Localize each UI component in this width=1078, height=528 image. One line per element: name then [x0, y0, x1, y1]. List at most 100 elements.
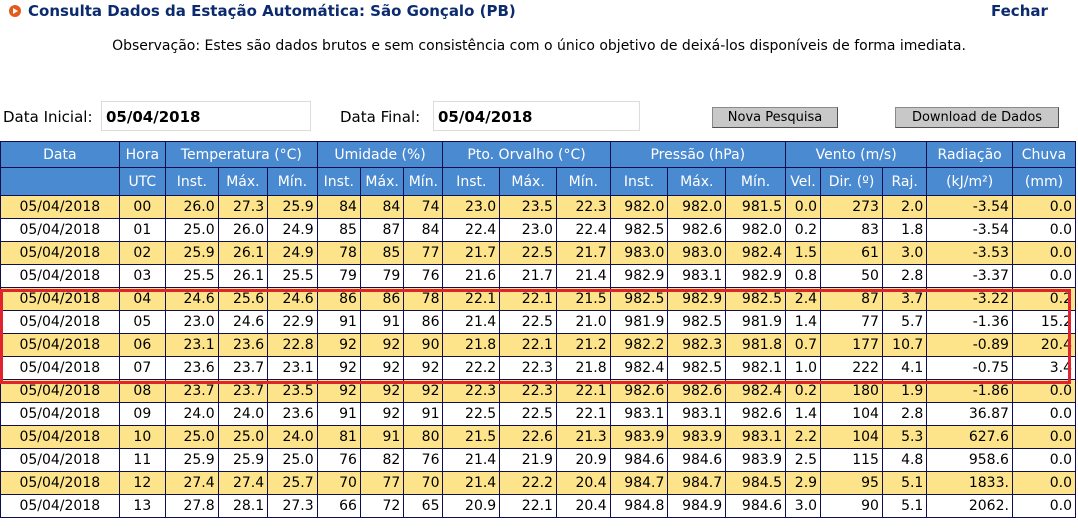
- table-cell: -3.54: [926, 195, 1013, 219]
- table-cell: 25.0: [217, 425, 269, 449]
- table-cell: 91: [403, 402, 444, 426]
- table-cell: 22.4: [442, 218, 501, 242]
- table-cell: 0.0: [1011, 494, 1077, 518]
- table-cell: 1.0: [784, 356, 822, 380]
- table-cell: 983.1: [667, 402, 727, 426]
- table-cell: 79: [316, 264, 361, 288]
- table-cell: 05/04/2018: [0, 425, 120, 449]
- table-cell: 0.0: [1011, 195, 1077, 219]
- table-cell: 24.0: [165, 402, 219, 426]
- table-cell: 982.2: [609, 333, 669, 357]
- table-cell: 22.9: [267, 310, 318, 334]
- table-cell: 984.7: [667, 471, 727, 495]
- end-date-field[interactable]: 05/04/2018: [433, 101, 640, 131]
- table-cell: 91: [359, 310, 405, 334]
- table-row: 05/04/2018 12 27.4 27.4 25.7 70 77 70 21.4 22.2 20…: [0, 471, 1077, 495]
- table-row: 05/04/2018 02 25.9 26.1 24.9 78 85 77 21.7 22.5 21…: [0, 241, 1077, 265]
- table-cell: 25.5: [267, 264, 318, 288]
- table-cell: 982.5: [609, 218, 669, 242]
- table-cell: 28.1: [217, 494, 269, 518]
- close-link[interactable]: Fechar: [991, 2, 1048, 20]
- table-cell: 0.8: [784, 264, 822, 288]
- table-cell: -3.53: [926, 241, 1013, 265]
- start-date-field[interactable]: 05/04/2018: [101, 101, 311, 131]
- table-cell: 25.9: [267, 195, 318, 219]
- table-cell: 177: [820, 333, 883, 357]
- table-cell: 86: [403, 310, 444, 334]
- table-cell: 982.4: [725, 241, 786, 265]
- table-cell: 22.3: [442, 379, 501, 403]
- table-cell: 92: [359, 402, 405, 426]
- table-cell: 23.6: [217, 333, 269, 357]
- table-cell: 984.8: [609, 494, 669, 518]
- table-cell: 20.4: [1011, 333, 1077, 357]
- table-cell: 21.4: [442, 448, 501, 472]
- table-cell: 982.6: [667, 218, 727, 242]
- table-cell: 3.4: [1011, 356, 1077, 380]
- table-cell: 27.3: [217, 195, 269, 219]
- table-cell: 95: [820, 471, 883, 495]
- table-cell: 104: [820, 425, 883, 449]
- header-pto-orvalho: Pto. Orvalho (°C): [442, 141, 611, 168]
- table-cell: 5.1: [881, 471, 928, 495]
- sub-header-cell: Mín.: [267, 167, 318, 196]
- sub-header-cell: Inst.: [165, 167, 219, 196]
- table-cell: 982.5: [725, 287, 786, 311]
- table-cell: 4.1: [881, 356, 928, 380]
- table-cell: 0.7: [784, 333, 822, 357]
- table-cell: 27.4: [217, 471, 269, 495]
- table-cell: 983.9: [725, 448, 786, 472]
- table-cell: 2062.: [926, 494, 1013, 518]
- sub-header-cell: Máx.: [217, 167, 269, 196]
- table-cell: 982.5: [667, 310, 727, 334]
- table-cell: 92: [359, 379, 405, 403]
- table-cell: 03: [118, 264, 167, 288]
- table-cell: 05/04/2018: [0, 195, 120, 219]
- table-cell: 76: [403, 264, 444, 288]
- table-cell: 22.4: [555, 218, 611, 242]
- table-cell: 22.6: [499, 425, 557, 449]
- table-cell: 21.4: [555, 264, 611, 288]
- table-cell: 982.0: [667, 195, 727, 219]
- table-cell: 984.6: [609, 448, 669, 472]
- table-cell: 2.9: [784, 471, 822, 495]
- download-data-button[interactable]: Download de Dados: [895, 107, 1059, 128]
- table-cell: 00: [118, 195, 167, 219]
- sub-header-cell: Inst.: [609, 167, 669, 196]
- table-cell: 05/04/2018: [0, 287, 120, 311]
- table-cell: 25.0: [165, 218, 219, 242]
- table-cell: 25.0: [267, 448, 318, 472]
- sub-header-row: UTC Inst. Máx. Mín. Inst. Máx. Mín. Inst. Máx. Mí…: [0, 167, 1077, 196]
- table-cell: 05/04/2018: [0, 471, 120, 495]
- table-row: 05/04/2018 06 23.1 23.6 22.8 92 92 90 21.8 22.1 21…: [0, 333, 1077, 357]
- table-cell: 3.7: [881, 287, 928, 311]
- table-cell: 3.0: [881, 241, 928, 265]
- table-cell: 27.4: [165, 471, 219, 495]
- sub-header-cell: Mín.: [725, 167, 786, 196]
- table-cell: 25.7: [267, 471, 318, 495]
- table-cell: 2.2: [784, 425, 822, 449]
- sub-header-cell: UTC: [118, 167, 167, 196]
- table-cell: 87: [359, 218, 405, 242]
- table-cell: 61: [820, 241, 883, 265]
- table-cell: 05/04/2018: [0, 333, 120, 357]
- table-cell: 08: [118, 379, 167, 403]
- table-cell: 983.0: [609, 241, 669, 265]
- sub-header-cell: (mm): [1011, 167, 1077, 196]
- table-cell: 222: [820, 356, 883, 380]
- table-cell: 5.3: [881, 425, 928, 449]
- table-cell: 1833.: [926, 471, 1013, 495]
- search-row: Data Inicial: 05/04/2018 Data Final: 05/…: [0, 100, 1078, 134]
- table-cell: 92: [403, 379, 444, 403]
- table-cell: 23.1: [267, 356, 318, 380]
- table-cell: 50: [820, 264, 883, 288]
- table-cell: 22.5: [499, 402, 557, 426]
- table-cell: 0.0: [1011, 425, 1077, 449]
- table-cell: 984.5: [725, 471, 786, 495]
- table-cell: 90: [403, 333, 444, 357]
- sub-header-cell: Máx.: [359, 167, 405, 196]
- table-cell: 26.1: [217, 264, 269, 288]
- new-search-button[interactable]: Nova Pesquisa: [712, 107, 838, 128]
- table-cell: 25.5: [165, 264, 219, 288]
- table-cell: 85: [359, 241, 405, 265]
